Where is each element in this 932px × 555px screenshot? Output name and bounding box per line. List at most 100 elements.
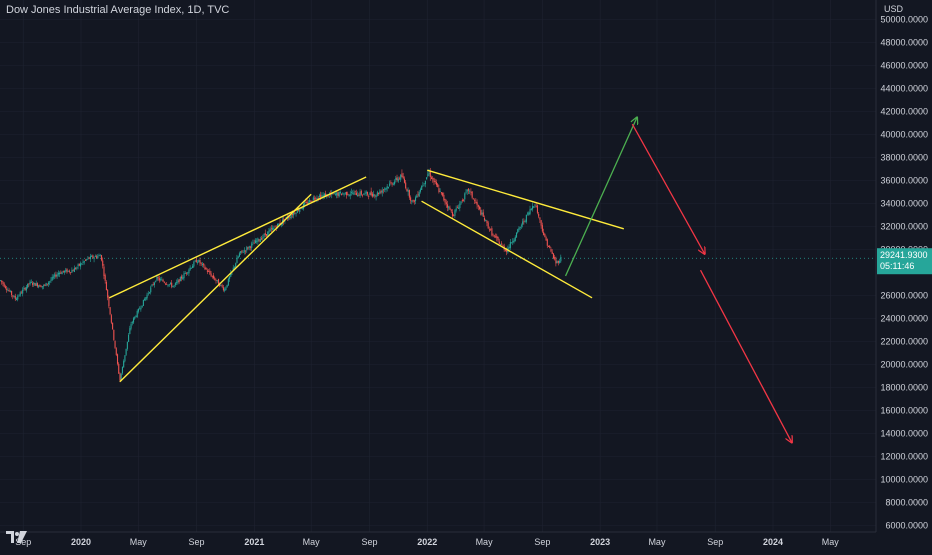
price-axis[interactable] [875, 0, 932, 550]
trendline[interactable] [421, 200, 593, 299]
candle [254, 238, 256, 244]
tradingview-logo-icon[interactable] [6, 530, 28, 544]
candle [515, 232, 518, 238]
candle [236, 254, 238, 264]
candle [241, 250, 243, 254]
currency-label: USD [884, 4, 904, 14]
candle [509, 239, 511, 250]
candle [6, 285, 8, 293]
candle [182, 274, 184, 280]
candle [240, 250, 242, 256]
candle [130, 321, 132, 331]
candle [427, 170, 429, 178]
candle [461, 198, 463, 203]
candle [128, 332, 130, 343]
candle [483, 215, 486, 222]
candle [416, 194, 418, 198]
candle [408, 189, 410, 200]
candle [557, 260, 559, 266]
time-tick-label: May [130, 537, 148, 547]
candle [18, 294, 20, 297]
candle [454, 209, 456, 219]
trendline[interactable] [109, 176, 367, 299]
price-tick-label: 32000.0000 [880, 222, 928, 232]
down-arrow-drawing[interactable] [631, 123, 704, 254]
candle [497, 236, 499, 242]
candle [201, 262, 204, 268]
candle [104, 273, 106, 284]
candle [442, 192, 444, 197]
price-tick-label: 10000.0000 [880, 475, 928, 485]
drawings[interactable] [109, 117, 792, 442]
candle [87, 255, 89, 261]
candle [379, 189, 381, 195]
candle [115, 347, 117, 357]
candle [92, 254, 94, 259]
candle [193, 260, 195, 268]
candle [529, 205, 531, 216]
candle [418, 190, 420, 197]
candle [453, 213, 455, 217]
candle [359, 188, 361, 198]
candle [151, 283, 153, 287]
candle [407, 187, 409, 196]
candle [264, 229, 266, 237]
candle [474, 198, 476, 205]
candle [23, 285, 25, 291]
candle [353, 189, 355, 196]
candle [198, 259, 200, 263]
candle [435, 179, 438, 187]
candle [56, 272, 58, 279]
candle [460, 201, 462, 205]
up-arrow-drawing[interactable] [564, 117, 638, 277]
time-tick-label: May [648, 537, 666, 547]
candle [157, 275, 159, 281]
candle [200, 262, 202, 266]
time-tick-label: 2024 [763, 537, 783, 547]
candle [523, 218, 525, 225]
candle [470, 188, 472, 196]
candle [384, 187, 386, 193]
down-arrow-drawing[interactable] [699, 269, 792, 443]
candle [222, 284, 224, 292]
candle [137, 308, 140, 314]
candle [525, 214, 527, 224]
candle [124, 355, 126, 363]
candle [472, 197, 474, 200]
candle [426, 177, 428, 180]
candle [24, 287, 26, 291]
candle [444, 198, 446, 206]
candle [132, 316, 135, 325]
candle [528, 211, 530, 216]
candle [385, 187, 387, 193]
candle [358, 192, 360, 197]
candle [490, 228, 492, 231]
candle [253, 239, 255, 244]
candle [41, 286, 43, 290]
candle [78, 263, 80, 267]
candle [34, 282, 36, 286]
candle [531, 202, 534, 212]
candle [136, 309, 138, 318]
candle [49, 280, 51, 286]
candle [397, 176, 399, 183]
candle [259, 236, 261, 242]
symbol-title[interactable]: Dow Jones Industrial Average Index, 1D, … [6, 4, 230, 16]
candle [394, 179, 396, 186]
candle [518, 226, 520, 232]
candle [464, 192, 466, 203]
candle [342, 192, 344, 195]
candle [338, 191, 340, 198]
candle [432, 175, 434, 183]
trendline[interactable] [119, 193, 312, 383]
candle [33, 281, 35, 287]
candle [225, 286, 227, 291]
candle [30, 279, 32, 284]
candle [107, 288, 109, 301]
candle [118, 362, 120, 374]
price-tick-label: 12000.0000 [880, 452, 928, 462]
candle [86, 258, 88, 262]
candle [374, 193, 376, 199]
